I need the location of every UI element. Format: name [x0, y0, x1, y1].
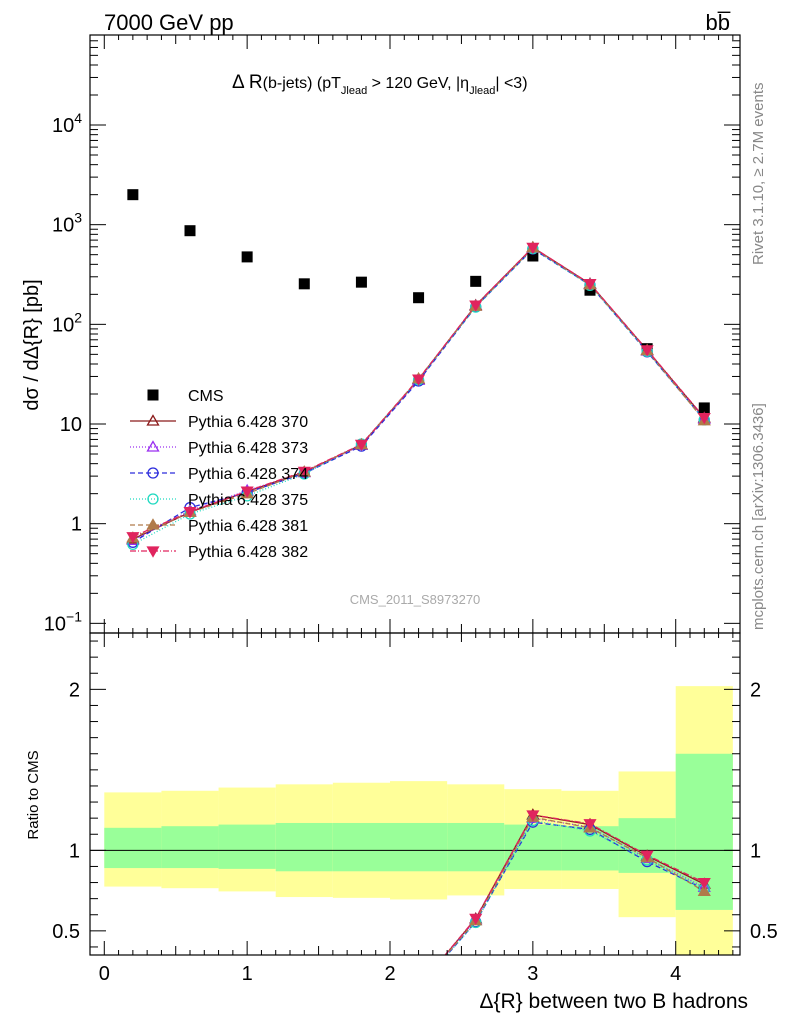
data-point — [297, 466, 311, 479]
data-point — [470, 275, 482, 287]
ratio-y-tick-label: 0.5 — [52, 921, 80, 943]
y-tick-label: 10−1 — [44, 608, 82, 635]
ratio-y-tick-label-right: 2 — [750, 679, 761, 701]
data-point — [126, 532, 140, 544]
title-end: | <3) — [495, 75, 527, 92]
ratio-y-tick-label: 1 — [69, 840, 80, 862]
x-tick-label: 3 — [527, 963, 538, 985]
data-point — [413, 292, 425, 304]
data-point — [412, 374, 426, 386]
data-point — [583, 279, 597, 291]
legend-marker — [146, 518, 160, 530]
ratio-line-5 — [444, 814, 705, 955]
ratio-point — [526, 810, 540, 822]
rivet-label: Rivet 3.1.10, ≥ 2.7M events — [750, 83, 767, 266]
data-point — [697, 412, 711, 425]
data-point — [698, 402, 710, 414]
main-series — [126, 189, 711, 551]
inner-band — [104, 827, 162, 869]
y-tick-label: 1 — [71, 514, 82, 536]
process-label: bb̅ — [706, 10, 731, 35]
legend-label: Pythia 6.428 373 — [188, 440, 308, 457]
ratio-y-tick-label: 2 — [69, 679, 80, 701]
energy-label: 7000 GeV pp — [104, 10, 234, 35]
data-point — [127, 189, 139, 201]
ratio-series — [444, 808, 711, 955]
data-point — [526, 242, 540, 255]
ratio-point — [469, 913, 483, 925]
ratio-xlabel: Δ{R} between two B hadrons — [479, 990, 748, 1013]
ratio-y-tick-label-right: 0.5 — [750, 921, 778, 943]
legend-label: Pythia 6.428 375 — [188, 492, 308, 509]
title-sub2: Jlead — [341, 85, 367, 97]
legend: CMS Pythia 6.428 370 Pythia 6.428 373 Pythi… — [130, 388, 308, 561]
title-cut: > 120 GeV, |η — [367, 75, 469, 92]
legend-marker — [146, 440, 160, 452]
data-point — [355, 276, 367, 288]
y-tick-label: 104 — [52, 110, 82, 137]
y-tick-label: 103 — [52, 210, 82, 237]
data-point — [184, 225, 196, 237]
y-tick-label: 10 — [60, 414, 82, 436]
y-tick-label: 102 — [52, 309, 82, 336]
inner-band — [561, 826, 619, 871]
ratio-point — [697, 877, 711, 890]
ratio-point — [640, 850, 654, 862]
ratio-line-0 — [444, 814, 705, 955]
legend-label: Pythia 6.428 382 — [188, 544, 308, 561]
main-title: Δ R(b-jets) (pTJlead > 120 GeV, |ηJlead|… — [232, 72, 528, 97]
ratio-line-2 — [446, 821, 705, 955]
analysis-id: CMS_2011_S8973270 — [350, 592, 481, 607]
legend-label: Pythia 6.428 374 — [188, 466, 308, 483]
x-tick-label: 4 — [670, 963, 681, 985]
inner-band — [275, 822, 333, 872]
legend-label: Pythia 6.428 381 — [188, 518, 308, 535]
data-point — [183, 507, 197, 519]
data-point — [640, 345, 654, 357]
inner-band — [390, 822, 448, 872]
ratio-ylabel: Ratio to CMS — [25, 750, 42, 839]
x-tick-label: 1 — [242, 963, 253, 985]
main-ylabel: dσ / dΔ{R} [pb] — [21, 279, 43, 410]
data-point — [298, 278, 310, 290]
data-point — [354, 439, 368, 452]
legend-label: CMS — [188, 388, 224, 405]
legend-marker — [146, 546, 160, 558]
inner-band — [504, 824, 562, 871]
legend-marker — [147, 389, 159, 401]
ratio-point — [697, 884, 711, 897]
legend-marker — [147, 493, 159, 505]
title-main: Δ R — [232, 72, 263, 93]
data-point — [240, 486, 254, 498]
title-sub3: Jlead — [469, 85, 495, 97]
legend-marker — [146, 414, 160, 426]
x-tick-label: 2 — [384, 963, 395, 985]
ratio-frame — [89, 632, 741, 956]
ratio-line-1 — [445, 817, 705, 955]
data-point — [469, 300, 483, 312]
uncertainty-bands — [104, 686, 733, 955]
ratio-panel: 0 1 2 3 4 0.5 0.5 1 1 2 2 — [52, 35, 778, 985]
inner-band — [161, 826, 219, 869]
ratio-point — [583, 819, 597, 831]
ratio-y-tick-label-right: 1 — [750, 840, 761, 862]
data-point — [527, 250, 539, 262]
main-panel: 10−1 1 10 102 103 104 — [44, 34, 741, 635]
source-label: mcplots.cern.ch [arXiv:1306.3436] — [750, 403, 767, 630]
inner-band — [218, 824, 276, 869]
title-sub: (b-jets) (pT — [263, 75, 341, 92]
legend-marker — [147, 467, 159, 479]
x-tick-label: 0 — [99, 963, 110, 985]
inner-band — [332, 822, 390, 872]
inner-band — [447, 822, 505, 872]
legend-label: Pythia 6.428 370 — [188, 414, 308, 431]
data-point — [241, 251, 253, 263]
